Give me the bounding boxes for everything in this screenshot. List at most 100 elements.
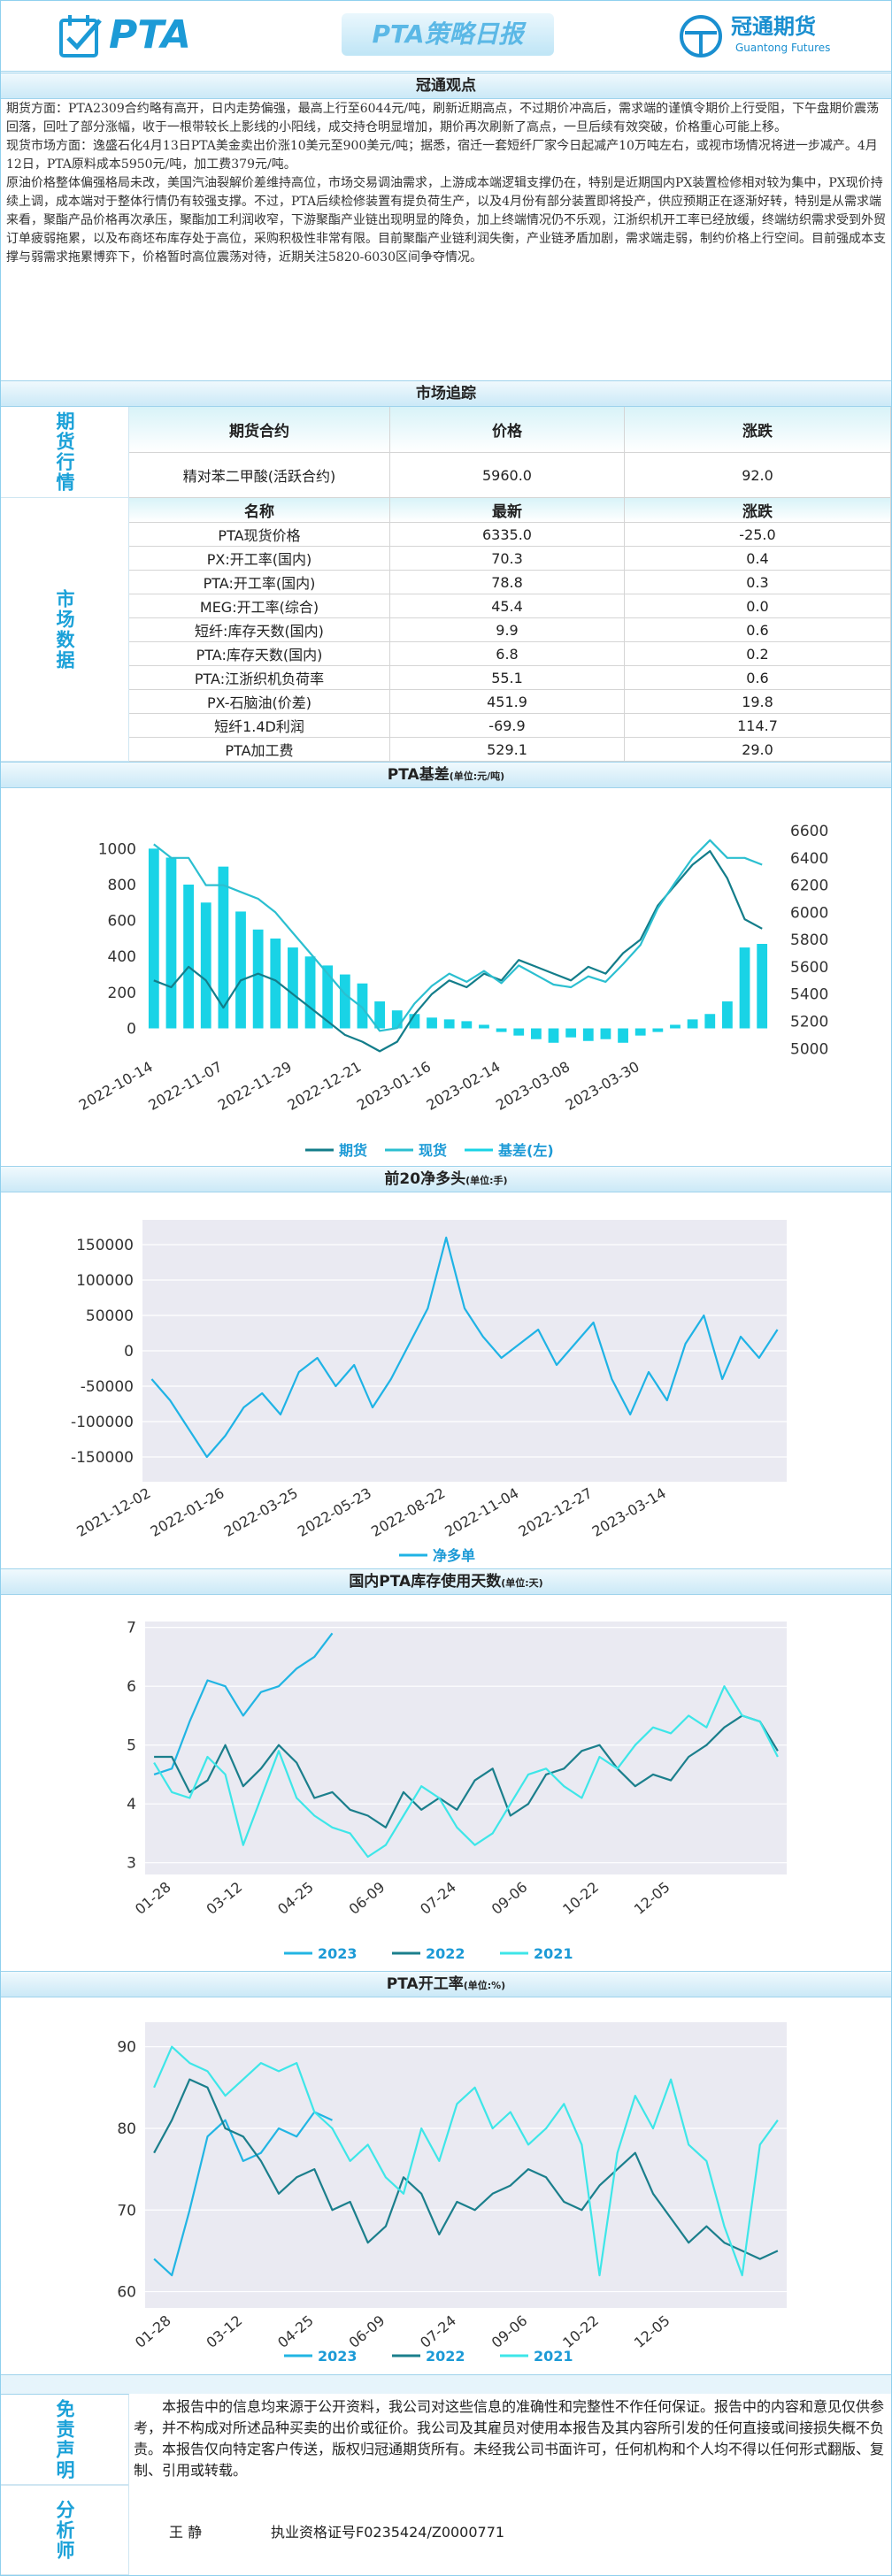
line — [153, 839, 763, 1032]
bar — [582, 1028, 594, 1041]
bar — [427, 1017, 437, 1029]
legend-label: 2022 — [426, 2348, 465, 2365]
bar — [183, 884, 194, 1029]
bar — [757, 944, 768, 1029]
analyst-license: 执业资格证号F0235424/Z0000771 — [271, 2524, 505, 2541]
section-heading: 市场追踪 — [1, 380, 891, 407]
table-cell: 0.6 — [625, 618, 891, 642]
chart-heading: PTA基差(单位:元/吨) — [1, 762, 891, 788]
legend-label: 基差(左) — [497, 1142, 554, 1159]
y-tick-label: 800 — [108, 877, 136, 894]
table-cell: -25.0 — [625, 523, 891, 547]
table-cell: 短纤1.4D利润 — [129, 714, 390, 738]
x-tick-label: 12-05 — [631, 1879, 673, 1918]
logo-icon — [59, 15, 102, 58]
bar — [652, 1028, 664, 1032]
chart-title: PTA基差 — [387, 766, 450, 784]
analyst-label: 分析师 — [54, 2499, 75, 2561]
bar — [288, 947, 298, 1029]
table-cell: 114.7 — [625, 714, 891, 738]
y-tick-label: 4 — [127, 1796, 136, 1813]
bar — [339, 974, 350, 1029]
y-tick-label: 150000 — [76, 1237, 134, 1254]
bar — [479, 1024, 489, 1029]
x-tick-label: 01-28 — [132, 1879, 174, 1918]
chart: -150000 -100000 -50000 0 50000 100000 150000 20… — [71, 1220, 787, 1564]
table-cell: PTA:江浙织机负荷率 — [129, 666, 390, 690]
table-cell: 70.3 — [390, 547, 625, 571]
table-cell: 19.8 — [625, 690, 891, 714]
y-tick-label: 1000 — [98, 840, 136, 858]
y-tick-label: 5 — [127, 1737, 136, 1755]
y-tick-label: 90 — [117, 2039, 136, 2057]
table-cell: 451.9 — [390, 690, 625, 714]
table-cell: 45.4 — [390, 594, 625, 618]
x-tick-label: 2022-11-29 — [215, 1058, 295, 1114]
bar — [461, 1021, 473, 1029]
y-tick-label: 6 — [127, 1678, 136, 1696]
x-tick-label: 06-09 — [346, 2312, 388, 2351]
y-tick-label: 7 — [127, 1620, 136, 1637]
y-tick-label: 0 — [127, 1021, 136, 1039]
line — [153, 1685, 779, 1859]
y-tick-label: 0 — [124, 1343, 134, 1361]
legend-label: 2022 — [426, 1945, 465, 1962]
section-heading: 冠通观点 — [1, 73, 891, 99]
y2-tick-label: 6200 — [790, 878, 828, 895]
bar — [322, 965, 334, 1029]
table-cell: 29.0 — [625, 738, 891, 762]
table-cell: 6.8 — [390, 642, 625, 666]
bar — [548, 1028, 559, 1043]
table-cell: PTA:库存天数(国内) — [129, 642, 390, 666]
y-tick-label: 80 — [117, 2120, 136, 2138]
brand-english: Guantong Futures — [735, 42, 831, 54]
y-tick-label: 3 — [127, 1855, 136, 1873]
x-tick-label: 03-12 — [204, 2312, 246, 2351]
line — [153, 2111, 333, 2277]
disclaimer-label-cell: 免责声明 — [1, 2394, 129, 2485]
bar — [148, 848, 159, 1029]
chart-heading: 前20净多头(单位:手) — [1, 1166, 891, 1192]
y2-tick-label: 5400 — [790, 986, 828, 1004]
report-title: PTA策略日报 — [342, 13, 554, 56]
y2-tick-label: 5800 — [790, 932, 828, 949]
x-tick-label: 07-24 — [417, 2312, 459, 2351]
x-tick-label: 03-12 — [204, 1879, 246, 1918]
x-tick-label: 2023-03-08 — [493, 1058, 573, 1114]
bar — [252, 929, 264, 1029]
x-tick-label: 2022-08-22 — [368, 1484, 448, 1540]
y2-tick-label: 5000 — [790, 1040, 828, 1058]
bar — [513, 1028, 525, 1036]
y-tick-label: -150000 — [71, 1449, 134, 1467]
bar — [722, 1001, 733, 1029]
table-label-cell: 期货行情 — [1, 407, 129, 498]
paragraph: 现货市场方面：逸盛石化4月13日PTA美金卖出价涨10美元至900美元/吨；据悉… — [6, 139, 878, 172]
x-tick-label: 2022-10-14 — [76, 1058, 156, 1114]
column-header: 价格 — [390, 407, 625, 453]
y2-tick-label: 6400 — [790, 850, 828, 868]
line — [153, 2045, 779, 2277]
bar — [443, 1019, 455, 1029]
legend-label: 2023 — [318, 1945, 358, 1962]
y-tick-label: 200 — [108, 985, 136, 1002]
column-header: 期货合约 — [129, 407, 390, 453]
column-header: 最新 — [390, 498, 625, 523]
y-tick-label: 60 — [117, 2284, 136, 2302]
y2-tick-label: 6000 — [790, 904, 828, 922]
table-cell: 0.0 — [625, 594, 891, 618]
y2-tick-label: 5200 — [790, 1014, 828, 1031]
x-tick-label: 09-06 — [488, 2312, 531, 2351]
bar — [687, 1019, 698, 1029]
table-cell: 9.9 — [390, 618, 625, 642]
chart-title: 国内PTA库存使用天数 — [349, 1573, 502, 1591]
line — [153, 2078, 779, 2260]
x-tick-label: 2023-02-14 — [424, 1058, 504, 1114]
chart-title: 前20净多头 — [384, 1170, 466, 1188]
brand-icon — [680, 15, 722, 58]
bar — [357, 983, 368, 1029]
table-cell: -69.9 — [390, 714, 625, 738]
y-tick-label: 600 — [108, 913, 136, 931]
legend-label: 期货 — [339, 1142, 367, 1159]
view-text: 期货方面：PTA2309合约略有高开，日内走势偏强，最高上行至6044元/吨，刷… — [6, 100, 888, 380]
chart-unit: (单位:手) — [465, 1175, 508, 1186]
